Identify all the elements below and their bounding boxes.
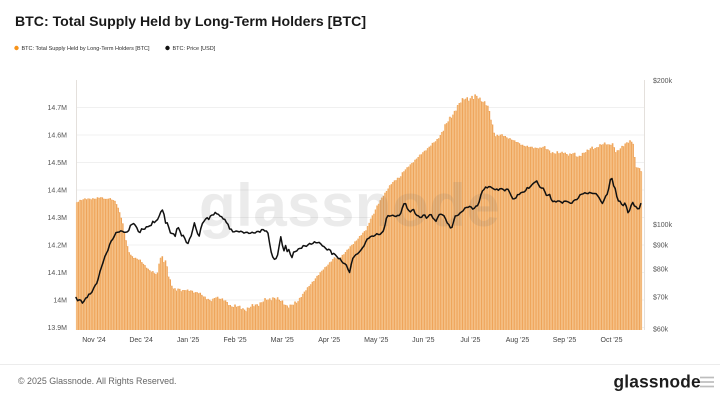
svg-text:glassnode: glassnode	[199, 172, 500, 239]
svg-text:Jan '25: Jan '25	[177, 337, 199, 344]
svg-text:Jun '25: Jun '25	[412, 337, 434, 344]
svg-text:14.3M: 14.3M	[48, 215, 68, 222]
svg-text:Aug '25: Aug '25	[506, 337, 530, 344]
svg-text:BTC: Total Supply Held by Long: BTC: Total Supply Held by Long-Term Hold…	[22, 46, 150, 52]
svg-text:14.6M: 14.6M	[48, 133, 68, 140]
svg-text:BTC: Total Supply Held by Long: BTC: Total Supply Held by Long-Term Hold…	[15, 13, 366, 29]
svg-text:$100k: $100k	[653, 222, 673, 229]
svg-text:14.4M: 14.4M	[48, 188, 68, 195]
svg-text:Apr '25: Apr '25	[318, 337, 340, 344]
svg-text:14.1M: 14.1M	[48, 270, 68, 277]
svg-text:glassnode: glassnode	[614, 372, 701, 392]
svg-text:14.5M: 14.5M	[48, 160, 68, 167]
svg-text:14M: 14M	[53, 298, 67, 305]
svg-text:$70k: $70k	[653, 295, 669, 302]
svg-text:13.9M: 13.9M	[48, 325, 68, 332]
svg-text:$80k: $80k	[653, 267, 669, 274]
svg-text:Jul '25: Jul '25	[460, 337, 480, 344]
svg-text:14.2M: 14.2M	[48, 243, 68, 250]
svg-text:BTC: Price [USD]: BTC: Price [USD]	[173, 46, 216, 52]
svg-text:Oct '25: Oct '25	[601, 337, 623, 344]
svg-text:$200k: $200k	[653, 78, 673, 85]
svg-text:May '25: May '25	[364, 337, 388, 344]
svg-text:Dec '24: Dec '24	[129, 337, 153, 344]
svg-text:Nov '24: Nov '24	[82, 337, 106, 344]
svg-text:$60k: $60k	[653, 327, 669, 334]
svg-text:Mar '25: Mar '25	[271, 337, 294, 344]
svg-text:14.7M: 14.7M	[48, 105, 68, 112]
svg-text:Feb '25: Feb '25	[224, 337, 247, 344]
svg-text:$90k: $90k	[653, 243, 669, 250]
svg-text:© 2025 Glassnode. All Rights R: © 2025 Glassnode. All Rights Reserved.	[18, 376, 176, 386]
svg-text:Sep '25: Sep '25	[553, 337, 577, 344]
